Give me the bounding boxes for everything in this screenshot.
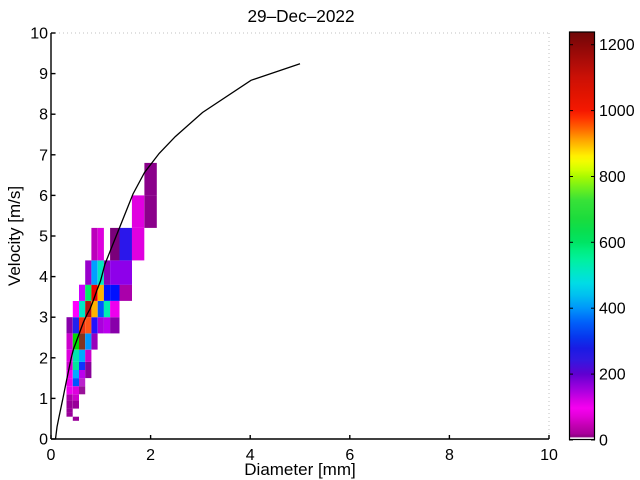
svg-text:2: 2 [39,350,48,367]
svg-text:0: 0 [599,433,608,450]
svg-text:400: 400 [599,301,626,318]
svg-text:6: 6 [345,447,354,464]
svg-text:1000: 1000 [599,103,635,120]
svg-text:2: 2 [146,447,155,464]
svg-text:1200: 1200 [599,37,635,54]
svg-text:5: 5 [39,229,48,246]
svg-text:10: 10 [30,26,48,43]
svg-text:0: 0 [47,447,56,464]
svg-text:10: 10 [540,447,558,464]
svg-text:1: 1 [39,391,48,408]
svg-text:800: 800 [599,169,626,186]
svg-text:8: 8 [445,447,454,464]
svg-text:6: 6 [39,188,48,205]
svg-text:29–Dec–2022: 29–Dec–2022 [247,6,354,26]
svg-text:3: 3 [39,310,48,327]
svg-text:200: 200 [599,367,626,384]
svg-text:0: 0 [39,432,48,449]
svg-text:Velocity [m/s]: Velocity [m/s] [5,186,24,286]
svg-text:8: 8 [39,107,48,124]
svg-text:600: 600 [599,235,626,252]
svg-text:4: 4 [39,269,48,286]
svg-text:9: 9 [39,66,48,83]
svg-text:4: 4 [246,447,255,464]
svg-text:Diameter [mm]: Diameter [mm] [244,460,355,479]
svg-text:7: 7 [39,147,48,164]
